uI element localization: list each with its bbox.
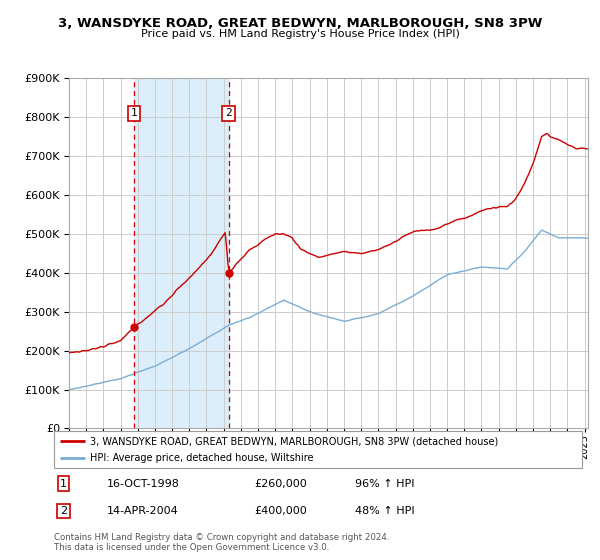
Text: £260,000: £260,000	[254, 479, 307, 489]
Text: 96% ↑ HPI: 96% ↑ HPI	[355, 479, 415, 489]
Text: £400,000: £400,000	[254, 506, 307, 516]
Text: 2: 2	[60, 506, 67, 516]
Text: 1: 1	[60, 479, 67, 489]
Text: 48% ↑ HPI: 48% ↑ HPI	[355, 506, 415, 516]
Text: 1: 1	[131, 109, 137, 118]
Text: 16-OCT-1998: 16-OCT-1998	[107, 479, 179, 489]
FancyBboxPatch shape	[54, 431, 582, 468]
Text: HPI: Average price, detached house, Wiltshire: HPI: Average price, detached house, Wilt…	[90, 453, 313, 463]
Text: 3, WANSDYKE ROAD, GREAT BEDWYN, MARLBOROUGH, SN8 3PW: 3, WANSDYKE ROAD, GREAT BEDWYN, MARLBORO…	[58, 17, 542, 30]
Bar	[134, 78, 229, 428]
Text: 14-APR-2004: 14-APR-2004	[107, 506, 179, 516]
Text: This data is licensed under the Open Government Licence v3.0.: This data is licensed under the Open Gov…	[54, 543, 329, 552]
Text: 3, WANSDYKE ROAD, GREAT BEDWYN, MARLBOROUGH, SN8 3PW (detached house): 3, WANSDYKE ROAD, GREAT BEDWYN, MARLBORO…	[90, 436, 498, 446]
Text: 2: 2	[225, 109, 232, 118]
Text: Contains HM Land Registry data © Crown copyright and database right 2024.: Contains HM Land Registry data © Crown c…	[54, 533, 389, 542]
Text: Price paid vs. HM Land Registry's House Price Index (HPI): Price paid vs. HM Land Registry's House …	[140, 29, 460, 39]
